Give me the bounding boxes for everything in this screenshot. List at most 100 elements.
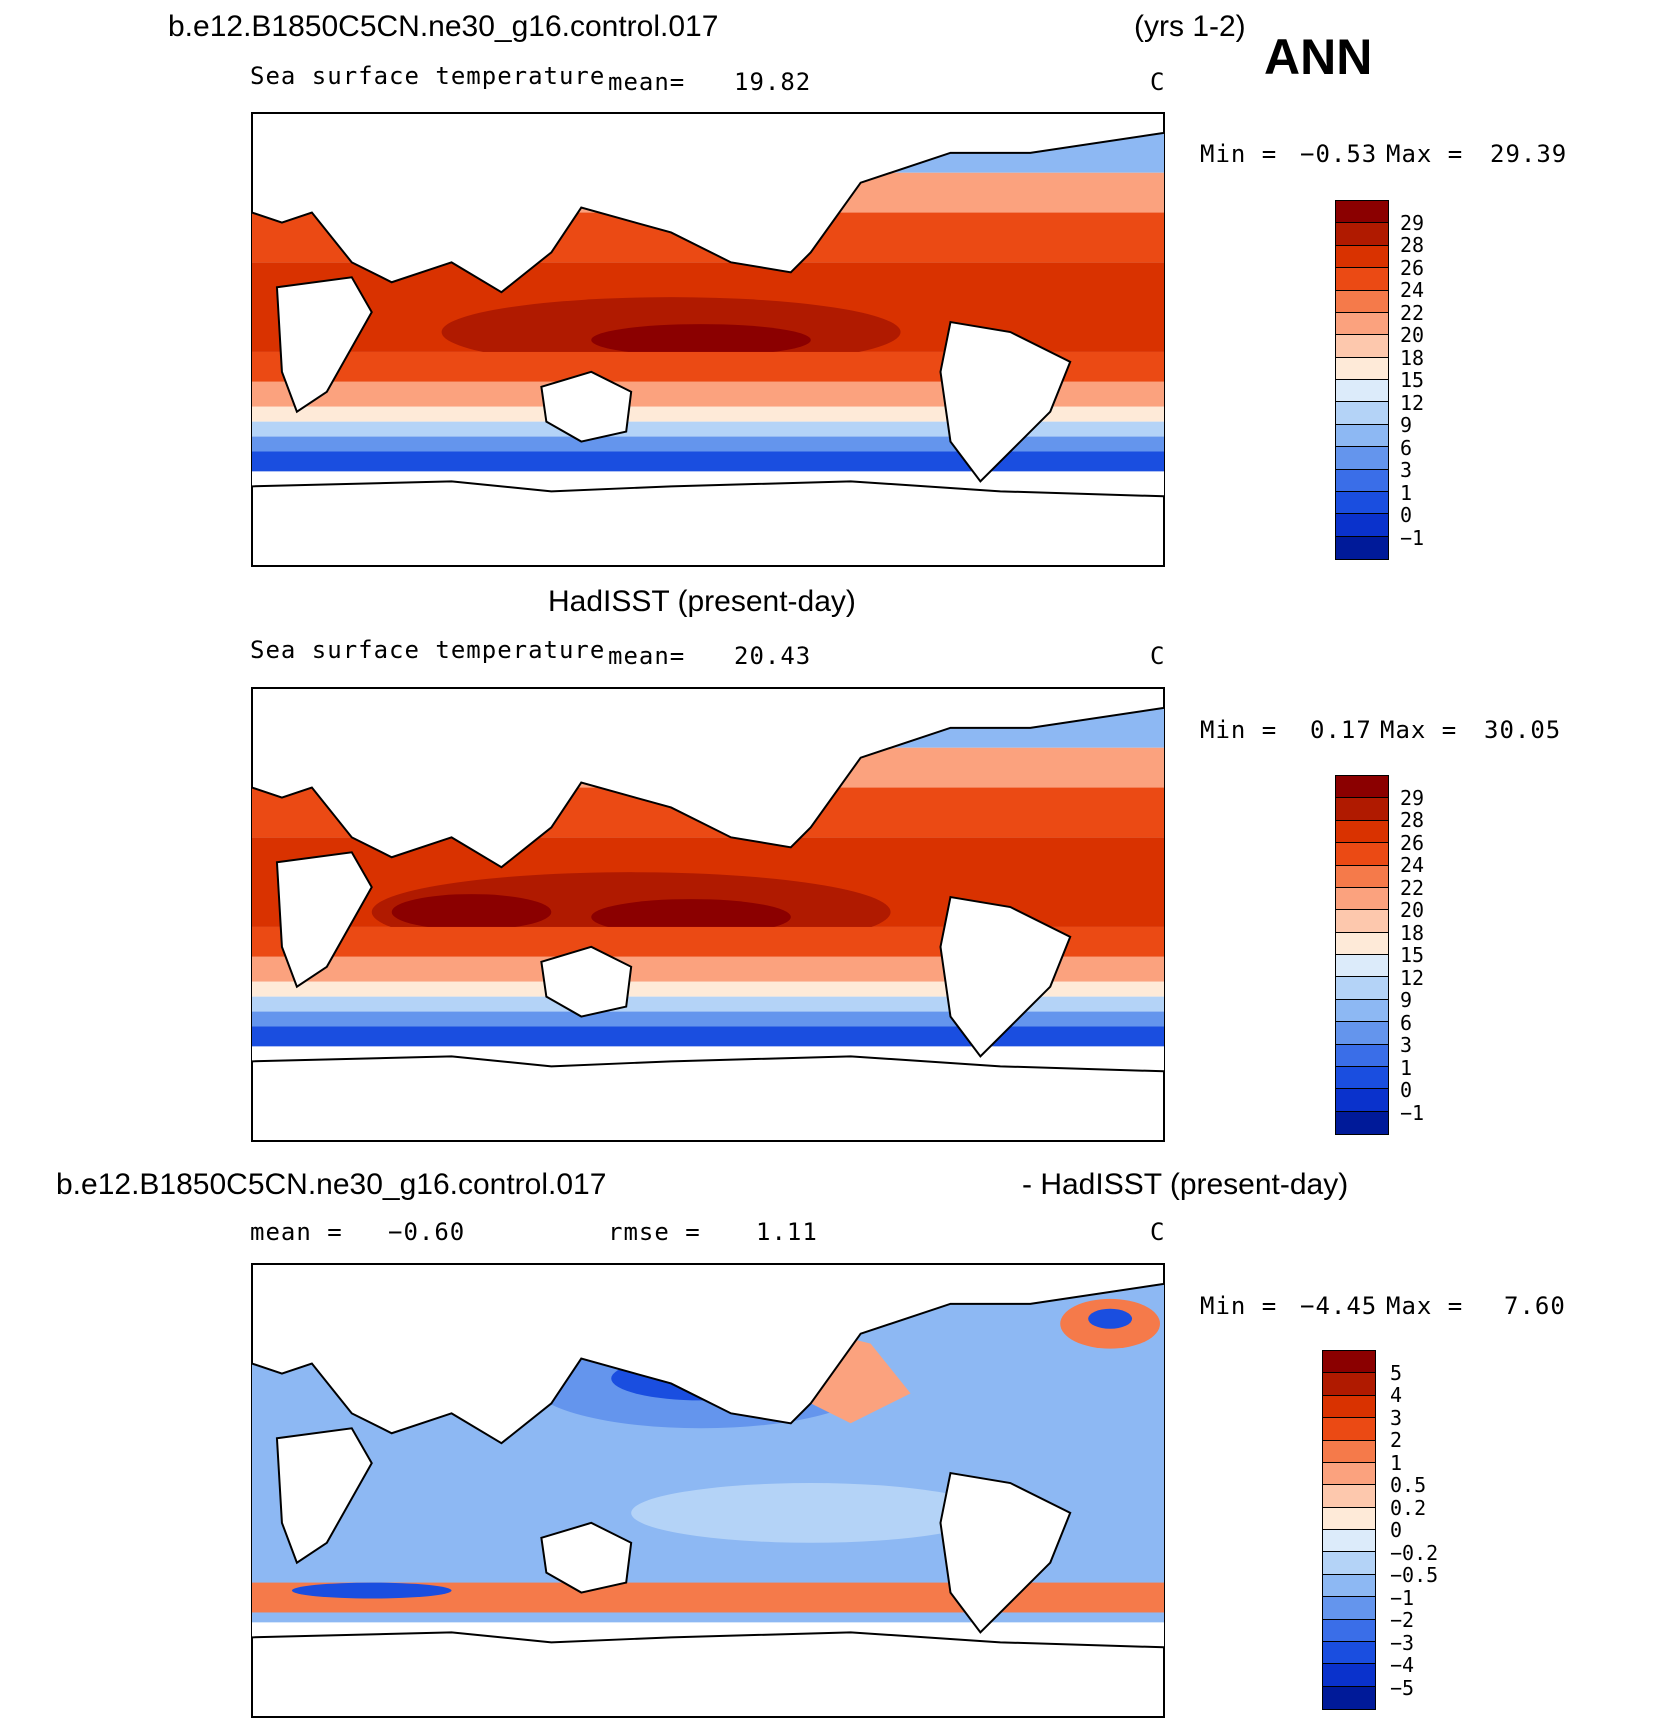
- season-label: ANN: [1264, 29, 1373, 85]
- colorbar-swatch: [1323, 1418, 1375, 1441]
- colorbar-tick-label: 3: [1390, 1405, 1403, 1430]
- colorbar-tick-label: 20: [1400, 898, 1425, 922]
- panel3-title-left: b.e12.B1850C5CN.ne30_g16.control.017: [56, 1168, 607, 1201]
- colorbar-tick-label: 0.2: [1390, 1495, 1427, 1520]
- colorbar-tick-label: 15: [1400, 368, 1425, 392]
- colorbar-tick-label: 6: [1400, 435, 1413, 460]
- panel2-min-value: 0.17: [1310, 716, 1372, 744]
- panel2-title: HadISST (present-day): [548, 585, 856, 618]
- panel3-map-field: [252, 1264, 1164, 1717]
- panel1-variable: Sea surface temperature: [250, 62, 606, 90]
- colorbar-tick-label: 2: [1390, 1428, 1403, 1452]
- colorbar-tick-label: 28: [1400, 233, 1425, 257]
- panel2-colorbar: [1335, 775, 1389, 1135]
- panel1-colorbar: [1335, 200, 1389, 560]
- panel1-mean-label: mean=: [608, 68, 686, 96]
- colorbar-swatch: [1336, 955, 1388, 978]
- panel3-max-label: Max =: [1386, 1292, 1464, 1320]
- colorbar-tick-label: 0.5: [1390, 1473, 1427, 1497]
- colorbar-tick-label: 9: [1400, 413, 1413, 437]
- years-label: (yrs 1-2): [1134, 10, 1246, 43]
- colorbar-tick-label: 26: [1400, 255, 1425, 280]
- colorbar-tick-label: 1: [1390, 1450, 1403, 1475]
- colorbar-swatch: [1323, 1664, 1375, 1687]
- panel3-max-value: 7.60: [1504, 1292, 1566, 1320]
- colorbar-tick-label: 12: [1400, 965, 1425, 990]
- panel2-mean-label: mean=: [608, 642, 686, 670]
- colorbar-swatch: [1336, 910, 1388, 933]
- colorbar-swatch: [1323, 1485, 1375, 1508]
- colorbar-tick-label: 1: [1400, 1055, 1413, 1080]
- colorbar-tick-label: 29: [1400, 785, 1425, 810]
- panel1-map: [251, 112, 1165, 567]
- colorbar-tick-label: 0: [1400, 1078, 1413, 1102]
- colorbar-swatch: [1323, 1395, 1375, 1419]
- panel2-min-label: Min =: [1200, 716, 1278, 744]
- case-title: b.e12.B1850C5CN.ne30_g16.control.017: [168, 10, 719, 43]
- colorbar-tick-label: 24: [1400, 853, 1425, 877]
- colorbar-swatch: [1336, 1089, 1388, 1112]
- panel2-max-label: Max =: [1380, 716, 1458, 744]
- colorbar-swatch: [1336, 999, 1388, 1023]
- colorbar-swatch: [1336, 1111, 1388, 1134]
- colorbar-tick-label: −1: [1400, 525, 1425, 550]
- colorbar-swatch: [1323, 1351, 1375, 1374]
- panel3-mean-label: mean =: [250, 1218, 343, 1246]
- colorbar-swatch: [1336, 536, 1388, 559]
- colorbar-tick-label: −5: [1390, 1675, 1415, 1700]
- colorbar-swatch: [1336, 245, 1388, 269]
- colorbar-tick-label: 0: [1400, 503, 1413, 527]
- panel3-rmse-label: rmse =: [608, 1218, 701, 1246]
- colorbar-swatch: [1336, 1066, 1388, 1090]
- colorbar-swatch: [1323, 1440, 1375, 1463]
- colorbar-swatch: [1336, 843, 1388, 866]
- colorbar-swatch: [1323, 1552, 1375, 1575]
- colorbar-swatch: [1336, 1022, 1388, 1045]
- panel1-map-field: [252, 113, 1164, 566]
- colorbar-swatch: [1336, 932, 1388, 955]
- panel1-max-label: Max =: [1386, 140, 1464, 168]
- colorbar-swatch: [1336, 491, 1388, 515]
- colorbar-swatch: [1336, 887, 1388, 911]
- colorbar-tick-label: 18: [1400, 920, 1425, 945]
- colorbar-tick-label: −1: [1400, 1100, 1425, 1125]
- colorbar-tick-label: 9: [1400, 988, 1413, 1012]
- colorbar-swatch: [1323, 1619, 1375, 1642]
- colorbar-swatch: [1323, 1641, 1375, 1665]
- panel1-max-value: 29.39: [1490, 140, 1568, 168]
- colorbar-swatch: [1336, 335, 1388, 358]
- colorbar-tick-label: −1: [1390, 1585, 1415, 1610]
- colorbar-swatch: [1323, 1597, 1375, 1620]
- colorbar-swatch: [1336, 469, 1388, 492]
- panel3-title-right: - HadISST (present-day): [1022, 1168, 1349, 1201]
- colorbar-tick-label: 3: [1400, 1033, 1413, 1057]
- panel2-variable: Sea surface temperature: [250, 636, 606, 664]
- panel1-mean-value: 19.82: [734, 68, 812, 96]
- colorbar-tick-label: 0: [1390, 1518, 1403, 1542]
- panel2-map-field: [252, 688, 1164, 1141]
- colorbar-swatch: [1336, 312, 1388, 336]
- colorbar-swatch: [1336, 447, 1388, 470]
- colorbar-swatch: [1336, 424, 1388, 448]
- colorbar-swatch: [1336, 977, 1388, 1000]
- colorbar-tick-label: 1: [1400, 480, 1413, 505]
- colorbar-swatch: [1323, 1574, 1375, 1598]
- colorbar-tick-label: 5: [1390, 1360, 1403, 1385]
- panel2-units: C: [1150, 642, 1166, 670]
- colorbar-tick-label: 12: [1400, 390, 1425, 415]
- colorbar-tick-label: −0.2: [1390, 1540, 1439, 1565]
- panel1-units: C: [1150, 68, 1166, 96]
- colorbar-swatch: [1323, 1530, 1375, 1553]
- colorbar-swatch: [1336, 380, 1388, 403]
- colorbar-tick-label: 4: [1390, 1383, 1403, 1407]
- panel3-min-value: −4.45: [1300, 1292, 1378, 1320]
- panel1-min-value: −0.53: [1300, 140, 1378, 168]
- colorbar-tick-label: 28: [1400, 808, 1425, 832]
- colorbar-swatch: [1336, 865, 1388, 888]
- colorbar-swatch: [1323, 1373, 1375, 1396]
- panel3-rmse-value: 1.11: [756, 1218, 818, 1246]
- colorbar-tick-label: −0.5: [1390, 1563, 1439, 1587]
- colorbar-tick-label: 18: [1400, 345, 1425, 370]
- colorbar-swatch: [1323, 1686, 1375, 1709]
- colorbar-swatch: [1323, 1462, 1375, 1486]
